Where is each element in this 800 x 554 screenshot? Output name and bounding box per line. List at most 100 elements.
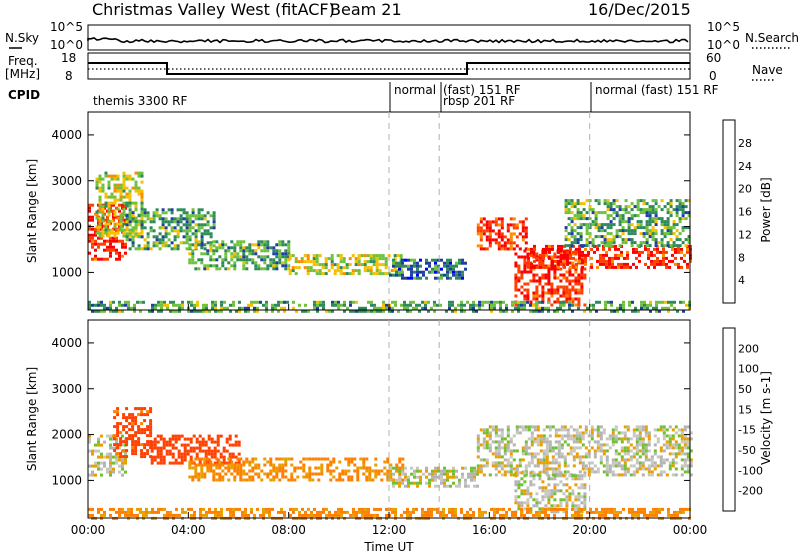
heatmap-cell	[494, 446, 498, 450]
heatmap-cell	[380, 469, 384, 473]
heatmap-cell	[207, 437, 211, 441]
heatmap-cell	[562, 291, 566, 295]
heatmap-cell	[434, 258, 437, 262]
heatmap-cell	[292, 300, 295, 304]
heatmap-cell	[419, 475, 422, 479]
heatmap-cell	[301, 507, 304, 511]
heatmap-cell	[300, 257, 304, 261]
heatmap-cell	[547, 501, 551, 505]
heatmap-cell	[239, 249, 243, 253]
heatmap-cell	[527, 256, 530, 260]
heatmap-cell	[609, 223, 613, 227]
heatmap-cell	[167, 238, 171, 242]
heatmap-cell	[229, 309, 232, 313]
heatmap-cell	[118, 513, 121, 517]
heatmap-cell	[588, 205, 592, 209]
heatmap-cell	[278, 463, 282, 467]
heatmap-cell	[493, 303, 496, 307]
heatmap-cell	[427, 309, 430, 313]
heatmap-cell	[162, 437, 166, 441]
heatmap-cell	[511, 309, 514, 313]
heatmap-cell	[590, 431, 594, 435]
heatmap-cell	[470, 478, 473, 482]
heatmap-cell	[565, 297, 569, 301]
heatmap-cell	[197, 214, 201, 218]
heatmap-cell	[553, 504, 557, 508]
heatmap-cell	[91, 513, 94, 517]
heatmap-cell	[193, 306, 196, 310]
heatmap-cell	[485, 428, 489, 432]
heatmap-cell	[116, 207, 120, 211]
heatmap-cell	[275, 243, 279, 247]
heatmap-cell	[119, 431, 123, 435]
heatmap-cell	[109, 513, 112, 517]
heatmap-cell	[585, 199, 589, 203]
heatmap-cell	[570, 235, 574, 239]
heatmap-cell	[653, 452, 657, 456]
heatmap-cell	[189, 437, 193, 441]
heatmap-cell	[254, 457, 258, 461]
heatmap-cell	[639, 241, 643, 245]
heatmap-cell	[176, 217, 180, 221]
heatmap-cell	[570, 244, 574, 248]
heatmap-cell	[568, 303, 571, 307]
heatmap-cell	[88, 239, 91, 243]
heatmap-cell	[112, 470, 115, 474]
heatmap-cell	[524, 440, 528, 444]
heatmap-cell	[623, 458, 627, 462]
heatmap-cell	[565, 276, 569, 280]
heatmap-cell	[416, 270, 419, 274]
heatmap-cell	[218, 243, 222, 247]
heatmap-cell	[101, 183, 105, 187]
heatmap-cell	[339, 269, 343, 273]
heatmap-cell	[113, 425, 117, 429]
heatmap-cell	[564, 226, 568, 230]
heatmap-cell	[266, 255, 270, 259]
heatmap-cell	[272, 466, 276, 470]
heatmap-cell	[485, 446, 489, 450]
heatmap-cell	[590, 446, 594, 450]
heatmap-cell	[150, 461, 154, 465]
heatmap-cell	[568, 486, 572, 490]
heatmap-cell	[611, 262, 614, 266]
heatmap-cell	[656, 455, 660, 459]
heatmap-cell	[303, 260, 307, 264]
heatmap-cell	[269, 469, 273, 473]
heatmap-cell	[209, 235, 213, 239]
heatmap-cell	[404, 478, 407, 482]
heatmap-cell	[374, 472, 378, 476]
heatmap-cell	[322, 510, 325, 514]
heatmap-cell	[337, 507, 340, 511]
heatmap-cell	[680, 446, 684, 450]
colorbar-frame	[722, 327, 736, 512]
heatmap-cell	[118, 309, 121, 313]
noise-left-tick-top: 10^5	[50, 20, 83, 34]
heatmap-cell	[448, 300, 451, 304]
heatmap-cell	[662, 449, 666, 453]
heatmap-cell	[307, 507, 310, 511]
heatmap-cell	[645, 220, 649, 224]
heatmap-cell	[494, 232, 498, 236]
heatmap-cell	[191, 211, 195, 215]
heatmap-cell	[161, 226, 165, 230]
heatmap-cell	[580, 474, 584, 478]
heatmap-cell	[248, 246, 252, 250]
heatmap-cell	[219, 434, 223, 438]
heatmap-cell	[635, 458, 639, 462]
heatmap-cell	[660, 217, 664, 221]
heatmap-cell	[515, 223, 519, 227]
heatmap-cell	[306, 260, 310, 264]
heatmap-cell	[284, 457, 288, 461]
heatmap-cell	[375, 257, 379, 261]
heatmap-cell	[125, 419, 129, 423]
heatmap-cell	[603, 223, 607, 227]
heatmap-cell	[539, 443, 543, 447]
heatmap-cell	[580, 288, 584, 292]
heatmap-cell	[548, 256, 551, 260]
heatmap-cell	[196, 309, 199, 313]
heatmap-cell	[559, 285, 563, 289]
heatmap-cell	[497, 461, 501, 465]
heatmap-cell	[194, 235, 198, 239]
heatmap-cell	[612, 202, 616, 206]
heatmap-cell	[109, 306, 112, 310]
